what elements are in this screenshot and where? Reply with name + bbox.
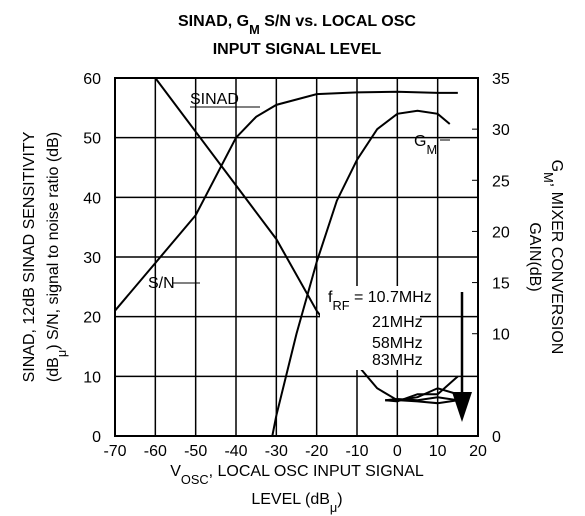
chart-title-part: SINAD, G (178, 13, 249, 30)
x-tick-label: -10 (345, 443, 368, 460)
y-axis-label-part: μ (54, 350, 69, 357)
x-tick-label: -20 (305, 443, 328, 460)
y2-axis-label: GM, MIXER CONVERSION (542, 160, 566, 355)
y2-axis-label-part: GAIN(dB) (526, 222, 543, 291)
chart-title-part: INPUT SIGNAL LEVEL (213, 41, 382, 58)
x-tick-label: -60 (144, 443, 167, 460)
annotation: fRF = 10.7MHz (328, 289, 432, 313)
series-label-part: S/N (148, 275, 175, 292)
y-axis-label: SINAD, 12dB SINAD SENSITIVITY (21, 131, 38, 382)
annotation-part: 21MHz (372, 314, 423, 331)
x-axis-label: VOSC, LOCAL OSC INPUT SIGNAL (170, 463, 424, 487)
y-tick-label: 60 (83, 71, 101, 88)
x-tick-label: -70 (103, 443, 126, 460)
y-tick-label: 30 (83, 250, 101, 267)
y2-tick-label: 10 (492, 327, 510, 344)
y2-tick-label: 25 (492, 173, 510, 190)
annotation-part: f (328, 289, 333, 306)
y2-axis-label-part: , MIXER CONVERSION (548, 183, 565, 355)
series-line (271, 109, 451, 437)
annotation: 58MHz (372, 335, 423, 352)
annotation: 21MHz (372, 314, 423, 331)
y2-axis-label: GAIN(dB) (526, 222, 543, 291)
y-tick-label: 10 (83, 369, 101, 386)
y-tick-label: 50 (83, 131, 101, 148)
y2-tick-label: 35 (492, 71, 510, 88)
x-axis-label: LEVEL (dBμ) (251, 491, 342, 515)
chart-title-part: M (249, 22, 260, 37)
y-axis-label-part: (dB (45, 357, 62, 382)
x-axis-label-part: , LOCAL OSC INPUT SIGNAL (209, 463, 424, 480)
x-axis-label-part: OSC (181, 472, 209, 487)
x-axis-label-part: LEVEL (dB (251, 491, 330, 508)
y2-tick-label: 0 (492, 429, 501, 446)
series-label: SINAD (190, 91, 239, 108)
y-axis-label: (dBμ) S/N, signal to noise ratio (dB) (45, 132, 69, 382)
x-axis-label-part: V (170, 463, 181, 480)
annotation-box (320, 286, 420, 370)
y-tick-label: 40 (83, 190, 101, 207)
x-tick-label: -40 (224, 443, 247, 460)
y-tick-label: 0 (92, 429, 101, 446)
chart-title: INPUT SIGNAL LEVEL (213, 41, 382, 58)
y2-axis-label-part: G (548, 160, 565, 172)
arrow-head (452, 392, 472, 422)
x-axis-label-part: μ (330, 500, 337, 515)
y2-tick-label: 30 (492, 122, 510, 139)
series-line (114, 90, 458, 312)
annotation: 83MHz (372, 352, 423, 369)
annotation-part: = 10.7MHz (350, 289, 432, 306)
x-axis-label-part: ) (337, 491, 342, 508)
y-axis-label-part: ) S/N, signal to noise ratio (dB) (45, 132, 62, 350)
x-tick-label: -30 (265, 443, 288, 460)
series-label: S/N (148, 275, 175, 292)
annotation-part: 58MHz (372, 335, 423, 352)
x-tick-label: 20 (469, 443, 487, 460)
series-label-part: SINAD (190, 91, 239, 108)
annotation-part: RF (332, 298, 349, 313)
y-tick-label: 20 (83, 310, 101, 327)
y2-tick-label: 20 (492, 224, 510, 241)
x-tick-label: 10 (429, 443, 447, 460)
series-line (385, 396, 458, 402)
chart-title-part: S/N vs. LOCAL OSC (260, 13, 417, 30)
annotation-part: 83MHz (372, 352, 423, 369)
x-tick-label: 0 (393, 443, 402, 460)
series-label-part: G (414, 133, 426, 150)
y-axis-label-part: SINAD, 12dB SINAD SENSITIVITY (21, 131, 38, 382)
y2-tick-label: 15 (492, 276, 510, 293)
chart-title: SINAD, GM S/N vs. LOCAL OSC (178, 13, 416, 37)
y2-axis-label-part: M (542, 172, 557, 183)
series-label: GM (414, 133, 437, 157)
series-line (385, 375, 459, 403)
series-label-part: M (426, 142, 437, 157)
x-tick-label: -50 (184, 443, 207, 460)
